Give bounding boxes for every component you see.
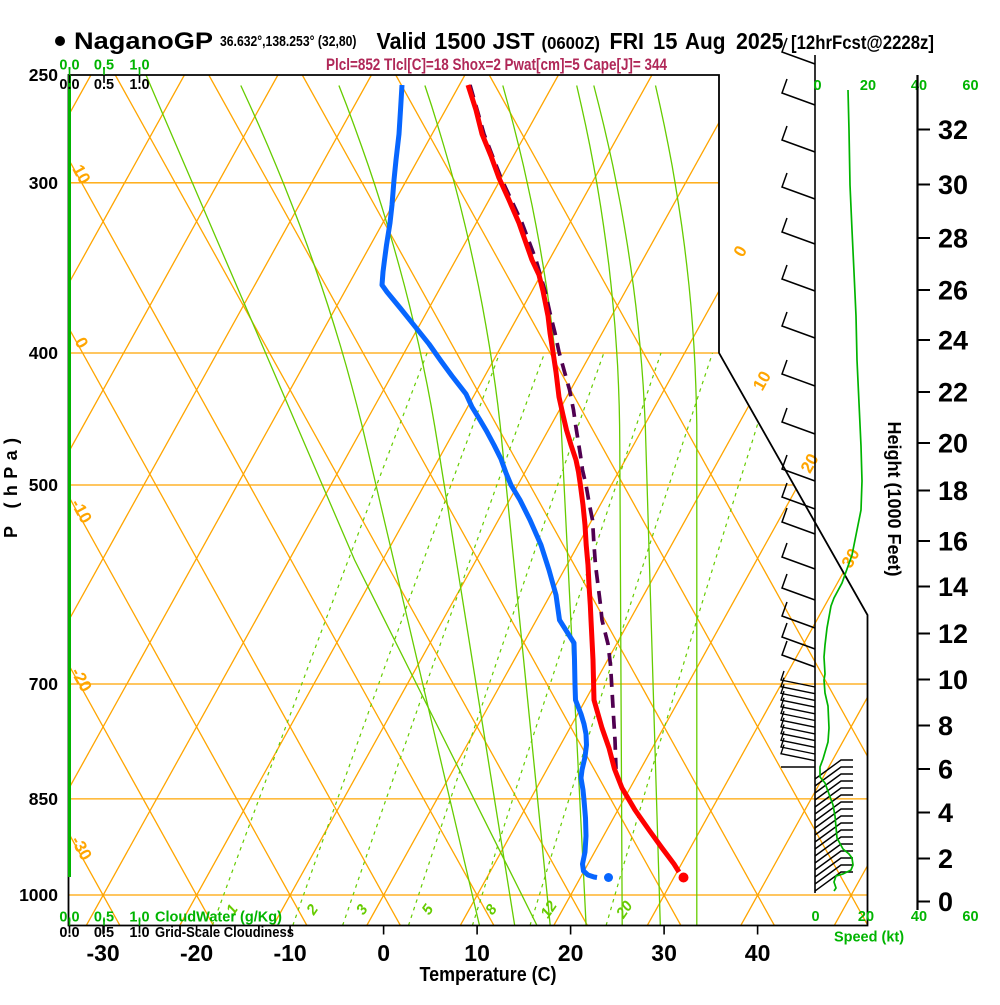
svg-text:6: 6 (938, 755, 953, 785)
svg-text:NaganoGP: NaganoGP (74, 28, 213, 55)
svg-text:8: 8 (938, 711, 953, 741)
svg-text:(0600Z): (0600Z) (542, 33, 601, 53)
svg-text:18: 18 (938, 476, 968, 506)
svg-text:14: 14 (938, 572, 968, 602)
svg-text:1.0: 1.0 (129, 58, 149, 74)
svg-text:32: 32 (938, 115, 968, 145)
svg-text:2025: 2025 (736, 28, 784, 54)
svg-text:4: 4 (938, 798, 953, 828)
svg-text:850: 850 (29, 789, 58, 809)
svg-text:Temperature (C): Temperature (C) (420, 964, 557, 986)
svg-text:500: 500 (29, 475, 58, 495)
svg-text:-20: -20 (180, 940, 213, 966)
svg-text:0: 0 (377, 940, 390, 966)
svg-text:Valid: Valid (377, 28, 427, 54)
svg-text:JST: JST (493, 28, 535, 54)
svg-text:30: 30 (651, 940, 677, 966)
svg-text:20: 20 (558, 940, 584, 966)
svg-text:0: 0 (811, 909, 819, 925)
svg-text:30: 30 (938, 170, 968, 200)
svg-text:0.5: 0.5 (94, 77, 114, 93)
svg-text:1.0: 1.0 (129, 925, 149, 941)
svg-text:15: 15 (653, 28, 678, 54)
svg-text:0.0: 0.0 (59, 925, 79, 941)
svg-text:40: 40 (745, 940, 771, 966)
svg-text:0.0: 0.0 (59, 910, 79, 926)
svg-text:Speed (kt): Speed (kt) (834, 930, 904, 946)
svg-text:1000: 1000 (19, 885, 58, 905)
svg-text:-10: -10 (273, 940, 306, 966)
svg-text:0.5: 0.5 (94, 58, 114, 74)
svg-text:0.5: 0.5 (94, 910, 114, 926)
svg-text:60: 60 (962, 909, 978, 925)
svg-text:1.0: 1.0 (129, 77, 149, 93)
svg-text:CloudWater (g/Kg): CloudWater (g/Kg) (155, 910, 282, 926)
svg-text:16: 16 (938, 527, 968, 557)
svg-text:24: 24 (938, 326, 968, 356)
svg-text:20: 20 (938, 429, 968, 459)
svg-text:250: 250 (29, 65, 58, 85)
svg-text:12: 12 (938, 619, 968, 649)
svg-text:10: 10 (938, 665, 968, 695)
svg-text:Plcl=852 Tlcl[C]=18 Shox=2 Pwa: Plcl=852 Tlcl[C]=18 Shox=2 Pwat[cm]=5 Ca… (326, 56, 668, 74)
svg-text:Grid-Scale Cloudiness: Grid-Scale Cloudiness (155, 925, 294, 941)
svg-text:-30: -30 (86, 940, 119, 966)
svg-text:0.5: 0.5 (94, 925, 114, 941)
svg-text:28: 28 (938, 224, 968, 254)
svg-text:700: 700 (29, 674, 58, 694)
svg-text:60: 60 (962, 78, 978, 94)
svg-text:0.0: 0.0 (59, 77, 79, 93)
svg-text:26: 26 (938, 276, 968, 306)
svg-text:Height (1000 Feet): Height (1000 Feet) (884, 421, 904, 576)
svg-text:10: 10 (464, 940, 490, 966)
svg-text:FRI: FRI (610, 28, 645, 54)
svg-text:36.632°,138.253° (32,80): 36.632°,138.253° (32,80) (220, 33, 357, 50)
svg-text:[12hrFcst@2228z]: [12hrFcst@2228z] (791, 32, 934, 54)
svg-text:40: 40 (911, 909, 927, 925)
svg-text:Aug: Aug (685, 28, 726, 54)
svg-text:0: 0 (938, 887, 953, 917)
svg-text:40: 40 (911, 78, 927, 94)
svg-text:1500: 1500 (435, 28, 487, 54)
svg-text:2: 2 (938, 844, 953, 874)
svg-text:0: 0 (813, 78, 821, 94)
svg-text:20: 20 (858, 909, 874, 925)
svg-text:20: 20 (860, 78, 876, 94)
svg-text:1.0: 1.0 (129, 910, 149, 926)
svg-text:0.0: 0.0 (59, 58, 79, 74)
svg-text:300: 300 (29, 173, 58, 193)
svg-text:22: 22 (938, 378, 968, 408)
svg-text:400: 400 (29, 343, 58, 363)
